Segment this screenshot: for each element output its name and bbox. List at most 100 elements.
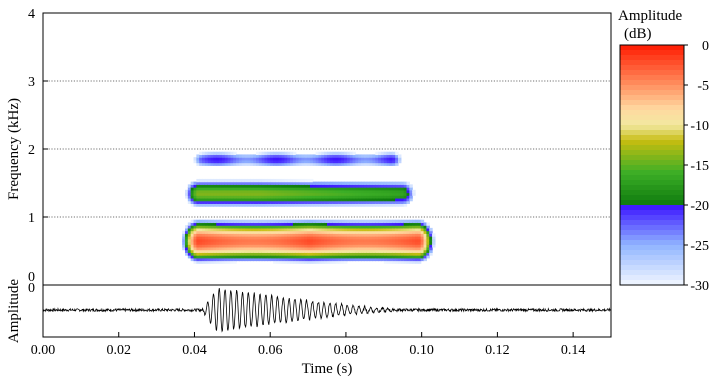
heatmap-cell [301, 260, 305, 264]
heatmap-cell [204, 219, 209, 224]
heatmap-cell [398, 197, 402, 202]
heatmap-cell [406, 222, 410, 226]
heatmap-cell [221, 227, 226, 232]
heatmap-cell [309, 159, 314, 164]
heatmap-cell [412, 241, 416, 245]
heatmap-cell [210, 184, 214, 188]
heatmap-cell [378, 246, 382, 251]
heatmap-cell [219, 222, 223, 226]
heatmap-cell [273, 187, 277, 191]
heatmap-cell [321, 162, 325, 166]
heatmap-cell [315, 227, 320, 232]
heatmap-cell [273, 195, 277, 199]
heatmap-cell [383, 189, 388, 194]
heatmap-cell [219, 255, 223, 259]
heatmap-cell [295, 227, 300, 232]
heatmap-cell [275, 236, 280, 240]
heatmap-cell [420, 249, 425, 253]
heatmap-cell [230, 200, 234, 204]
heatmap-cell [258, 246, 263, 251]
heatmap-cell [256, 157, 260, 161]
heatmap-cell [290, 203, 294, 207]
colorbar-tick-label: -10 [690, 119, 709, 134]
heatmap-cell [221, 219, 226, 224]
heatmap-cell [224, 187, 229, 191]
heatmap-cell [190, 236, 195, 240]
heatmap-cell [258, 227, 263, 232]
heatmap-cell [415, 219, 419, 224]
heatmap-cell [273, 162, 277, 166]
heatmap-cell [318, 197, 322, 202]
heatmap-cell [207, 187, 212, 191]
heatmap-cell [355, 184, 359, 188]
heatmap-cell [309, 233, 314, 237]
heatmap-cell [281, 200, 285, 204]
heatmap-cell [403, 233, 408, 237]
heatmap-cell [355, 230, 359, 234]
heatmap-cell [236, 225, 240, 229]
heatmap-cell [400, 230, 405, 234]
heatmap-cell [380, 230, 385, 234]
heatmap-cell [213, 225, 217, 229]
heatmap-cell [202, 195, 206, 199]
heatmap-cell [270, 154, 274, 158]
heatmap-cell [386, 197, 391, 202]
heatmap-cell [346, 197, 351, 202]
heatmap-cell [216, 246, 220, 251]
heatmap-cell [193, 222, 197, 226]
heatmap-cell [409, 227, 413, 232]
heatmap-cell [344, 195, 348, 199]
heatmap-cell [210, 154, 214, 158]
heatmap-cell [284, 249, 288, 253]
heatmap-cell [375, 255, 379, 259]
heatmap-cell [324, 200, 328, 204]
heatmap-cell [315, 238, 320, 243]
heatmap-cell [380, 203, 385, 207]
heatmap-cell [392, 246, 396, 251]
heatmap-cell [204, 203, 209, 207]
heatmap-cell [304, 238, 308, 243]
heatmap-cell [253, 257, 257, 262]
heatmap-cell [412, 192, 416, 196]
heatmap-cell [202, 151, 206, 156]
heatmap-cell [346, 244, 351, 248]
heatmap-cell [196, 187, 200, 191]
heatmap-cell [301, 189, 305, 194]
heatmap-cell [199, 260, 203, 264]
heatmap-cell [429, 227, 433, 232]
heatmap-cell [199, 238, 203, 243]
heatmap-cell [301, 178, 305, 183]
heatmap-cell [199, 159, 203, 164]
heatmap-cell [383, 230, 388, 234]
heatmap-cell [261, 255, 266, 259]
heatmap-cell [301, 154, 305, 158]
heatmap-cell [375, 203, 379, 207]
heatmap-cell [329, 159, 334, 164]
heatmap-cell [412, 225, 416, 229]
heatmap-cell [216, 189, 220, 194]
heatmap-cell [420, 241, 425, 245]
heatmap-cell [318, 189, 322, 194]
heatmap-cell [301, 244, 305, 248]
heatmap-cell [216, 222, 220, 226]
heatmap-cell [327, 222, 331, 226]
heatmap-cell [312, 200, 317, 204]
heatmap-cell [375, 151, 379, 156]
heatmap-cell [236, 246, 240, 251]
heatmap-cell [236, 162, 240, 166]
heatmap-cell [241, 249, 246, 253]
heatmap-cell [281, 184, 285, 188]
heatmap-cell [290, 187, 294, 191]
heatmap-cell [398, 257, 402, 262]
heatmap-cell [426, 238, 430, 243]
heatmap-cell [236, 200, 240, 204]
heatmap-cell [406, 225, 410, 229]
heatmap-cell [344, 238, 348, 243]
heatmap-cell [185, 249, 189, 253]
heatmap-cell [238, 246, 243, 251]
heatmap-cell [244, 233, 249, 237]
heatmap-cell [312, 187, 317, 191]
heatmap-cell [380, 151, 385, 156]
heatmap-cell [309, 189, 314, 194]
heatmap-cell [204, 233, 209, 237]
